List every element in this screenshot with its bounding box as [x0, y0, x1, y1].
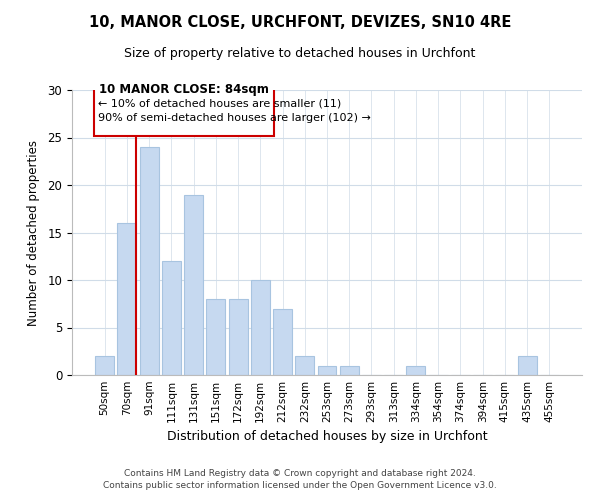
Bar [340, 366, 359, 375]
Bar [518, 356, 536, 375]
Text: Contains HM Land Registry data © Crown copyright and database right 2024.
Contai: Contains HM Land Registry data © Crown c… [103, 468, 497, 490]
Bar [229, 299, 248, 375]
Bar [206, 299, 225, 375]
Bar [295, 356, 314, 375]
Y-axis label: Number of detached properties: Number of detached properties [28, 140, 40, 326]
Bar [140, 147, 158, 375]
Text: 10 MANOR CLOSE: 84sqm: 10 MANOR CLOSE: 84sqm [99, 82, 269, 96]
Bar [162, 261, 181, 375]
Bar [406, 366, 425, 375]
Text: Size of property relative to detached houses in Urchfont: Size of property relative to detached ho… [124, 48, 476, 60]
Bar [317, 366, 337, 375]
Bar [273, 308, 292, 375]
X-axis label: Distribution of detached houses by size in Urchfont: Distribution of detached houses by size … [167, 430, 487, 444]
Text: 10, MANOR CLOSE, URCHFONT, DEVIZES, SN10 4RE: 10, MANOR CLOSE, URCHFONT, DEVIZES, SN10… [89, 15, 511, 30]
Bar [95, 356, 114, 375]
Text: ← 10% of detached houses are smaller (11): ← 10% of detached houses are smaller (11… [98, 98, 341, 108]
FancyBboxPatch shape [94, 76, 274, 136]
Bar [118, 223, 136, 375]
Text: 90% of semi-detached houses are larger (102) →: 90% of semi-detached houses are larger (… [98, 112, 371, 122]
Bar [251, 280, 270, 375]
Bar [184, 194, 203, 375]
